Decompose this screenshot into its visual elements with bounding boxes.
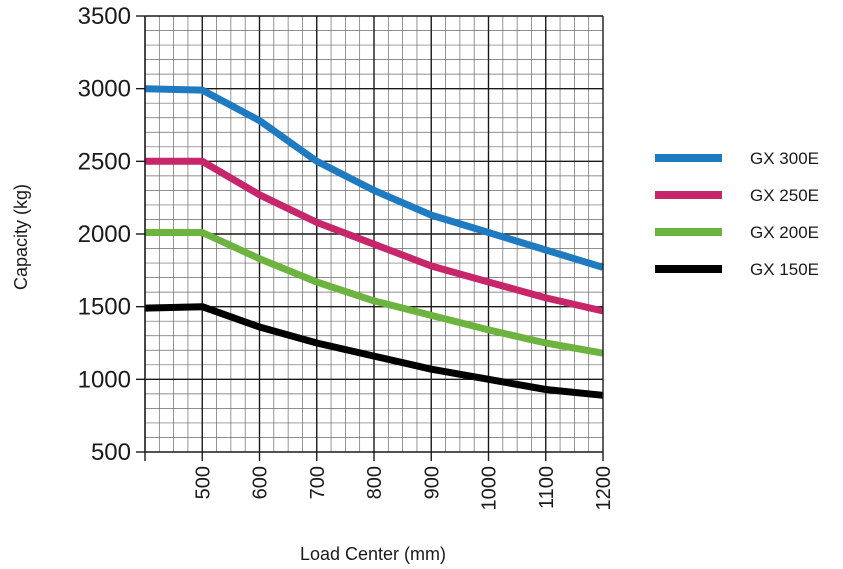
y-tick-label: 2000 [78, 221, 131, 248]
y-tick-label: 3000 [78, 76, 131, 103]
x-tick-labels: 500 600 700 800 900 1000 1100 1200 [192, 466, 615, 511]
y-tick-label: 3500 [78, 3, 131, 30]
axes [136, 15, 604, 461]
x-tick-label: 700 [307, 466, 329, 499]
legend-item: GX 150E [655, 260, 819, 279]
x-tick-label: 600 [250, 466, 272, 499]
x-tick-label: 1000 [479, 466, 501, 511]
legend-label: GX 200E [750, 223, 819, 242]
legend-label: GX 300E [750, 149, 819, 168]
legend-item: GX 300E [655, 149, 819, 168]
legend-label: GX 150E [750, 260, 819, 279]
series-line-gx-250e [145, 157, 604, 315]
legend: GX 300E GX 250E GX 200E GX 150E [655, 149, 819, 279]
legend-item: GX 200E [655, 223, 819, 242]
y-tick-labels: 500 1000 1500 2000 2500 3000 3500 [78, 3, 131, 466]
x-tick-label: 1200 [593, 466, 615, 511]
x-tick-label: 1100 [536, 466, 558, 509]
x-tick-label: 800 [364, 466, 386, 499]
x-tick-label: 500 [192, 466, 214, 499]
x-tick-label: 900 [421, 466, 443, 499]
series-line-gx-200e [145, 229, 604, 357]
y-axis-title: Capacity (kg) [11, 184, 31, 290]
y-tick-label: 500 [91, 439, 131, 466]
y-tick-label: 1000 [78, 366, 131, 393]
y-tick-label: 1500 [78, 294, 131, 321]
x-axis-title: Load Center (mm) [300, 544, 446, 564]
legend-label: GX 250E [750, 186, 819, 205]
y-tick-label: 2500 [78, 148, 131, 175]
series-lines [144, 85, 605, 399]
series-line-gx-300e [144, 85, 605, 271]
series-line-gx-150e [144, 303, 604, 399]
legend-item: GX 250E [655, 186, 819, 205]
